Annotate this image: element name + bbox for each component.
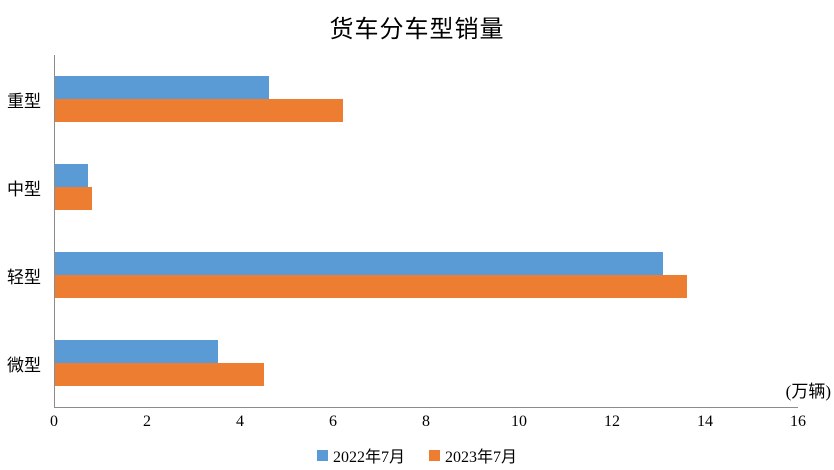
bar-series0-cat2 [55, 252, 664, 275]
axis-unit-label: (万辆) [785, 382, 831, 401]
bar-series0-cat3 [55, 340, 218, 363]
legend-item-1: 2023年7月 [429, 443, 517, 467]
bar-series1-cat2 [55, 275, 687, 298]
category-label-3: 微型 [7, 356, 41, 376]
category-label-2: 轻型 [7, 268, 41, 288]
x-tick-label-0: 0 [50, 413, 58, 430]
chart-title: 货车分车型销量 [329, 17, 505, 43]
legend-swatch-1 [429, 449, 440, 461]
category-band-2 [55, 231, 798, 319]
x-tick-label-8: 8 [422, 413, 430, 430]
category-label-1: 中型 [7, 179, 41, 199]
legend-item-0: 2022年7月 [316, 443, 405, 467]
bar-series0-cat1 [55, 164, 88, 187]
bar-series1-cat3 [55, 363, 264, 386]
legend-label-0: 2022年7月 [332, 449, 405, 466]
bar-series1-cat1 [55, 187, 93, 210]
category-label-0: 重型 [7, 91, 41, 111]
x-tick-label-16: 16 [790, 413, 806, 430]
x-axis-tick-labels: 0 2 4 6 8 10 12 14 16 [50, 413, 806, 435]
x-tick-label-12: 12 [604, 413, 620, 430]
plot-area [54, 55, 798, 408]
bar-series1-cat0 [55, 99, 343, 122]
x-tick-label-2: 2 [143, 413, 151, 430]
legend-swatch-0 [316, 449, 328, 461]
category-band-1 [55, 143, 798, 231]
x-tick-label-14: 14 [697, 413, 713, 430]
legend: 2022年7月 2023年7月 [0, 443, 834, 467]
x-tick-label-10: 10 [511, 413, 527, 430]
bar-series0-cat0 [55, 76, 269, 99]
category-band-3 [55, 319, 798, 407]
x-tick-label-4: 4 [236, 413, 244, 430]
category-band-0 [55, 55, 798, 143]
legend-label-1: 2023年7月 [445, 449, 518, 466]
x-tick-label-6: 6 [329, 413, 337, 430]
y-axis-category-labels: 重型 中型 轻型 微型 [0, 55, 48, 408]
